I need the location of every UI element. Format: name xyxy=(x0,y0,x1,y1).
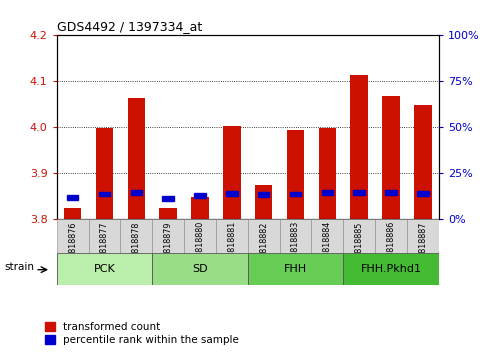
Bar xyxy=(96,129,113,219)
Text: SD: SD xyxy=(192,264,208,274)
Bar xyxy=(57,219,89,253)
Text: strain: strain xyxy=(4,262,35,273)
Bar xyxy=(255,184,273,219)
Bar xyxy=(64,208,81,219)
Bar xyxy=(343,219,375,253)
Bar xyxy=(258,192,269,197)
Bar xyxy=(120,219,152,253)
Bar xyxy=(191,198,209,219)
Bar xyxy=(247,219,280,253)
Bar xyxy=(223,126,241,219)
Text: FHH: FHH xyxy=(284,264,307,274)
Bar xyxy=(152,253,247,285)
Text: GDS4492 / 1397334_at: GDS4492 / 1397334_at xyxy=(57,20,202,33)
Text: GSM818879: GSM818879 xyxy=(164,221,173,270)
Bar xyxy=(128,98,145,219)
Bar xyxy=(318,129,336,219)
Bar xyxy=(67,195,78,200)
Text: GSM818880: GSM818880 xyxy=(195,221,205,269)
Text: GSM818877: GSM818877 xyxy=(100,221,109,270)
Bar xyxy=(152,219,184,253)
Bar xyxy=(159,208,177,219)
Bar xyxy=(131,190,142,195)
Text: GSM818881: GSM818881 xyxy=(227,221,236,269)
Bar xyxy=(312,219,343,253)
Bar xyxy=(386,190,397,195)
Bar xyxy=(343,253,439,285)
Bar xyxy=(321,190,333,195)
Text: GSM818886: GSM818886 xyxy=(387,221,395,269)
Bar xyxy=(216,219,247,253)
Text: GSM818887: GSM818887 xyxy=(419,221,427,269)
Bar xyxy=(414,105,431,219)
Text: GSM818885: GSM818885 xyxy=(354,221,364,269)
Bar xyxy=(89,219,120,253)
Bar xyxy=(99,192,110,196)
Text: FHH.Pkhd1: FHH.Pkhd1 xyxy=(360,264,422,274)
Bar xyxy=(353,190,365,195)
Text: GSM818883: GSM818883 xyxy=(291,221,300,269)
Bar xyxy=(280,219,312,253)
Bar xyxy=(382,96,400,219)
Bar xyxy=(287,130,304,219)
Bar xyxy=(184,219,216,253)
Bar xyxy=(417,192,428,196)
Bar xyxy=(375,219,407,253)
Bar xyxy=(247,253,343,285)
Bar xyxy=(290,192,301,196)
Text: GSM818878: GSM818878 xyxy=(132,221,141,269)
Text: GSM818876: GSM818876 xyxy=(68,221,77,269)
Text: GSM818884: GSM818884 xyxy=(323,221,332,269)
Bar xyxy=(162,196,174,201)
Legend: transformed count, percentile rank within the sample: transformed count, percentile rank withi… xyxy=(45,322,239,345)
Bar xyxy=(57,253,152,285)
Text: GSM818882: GSM818882 xyxy=(259,221,268,269)
Bar xyxy=(351,74,368,219)
Text: PCK: PCK xyxy=(94,264,115,274)
Bar xyxy=(194,193,206,198)
Bar xyxy=(407,219,439,253)
Bar xyxy=(226,192,238,196)
